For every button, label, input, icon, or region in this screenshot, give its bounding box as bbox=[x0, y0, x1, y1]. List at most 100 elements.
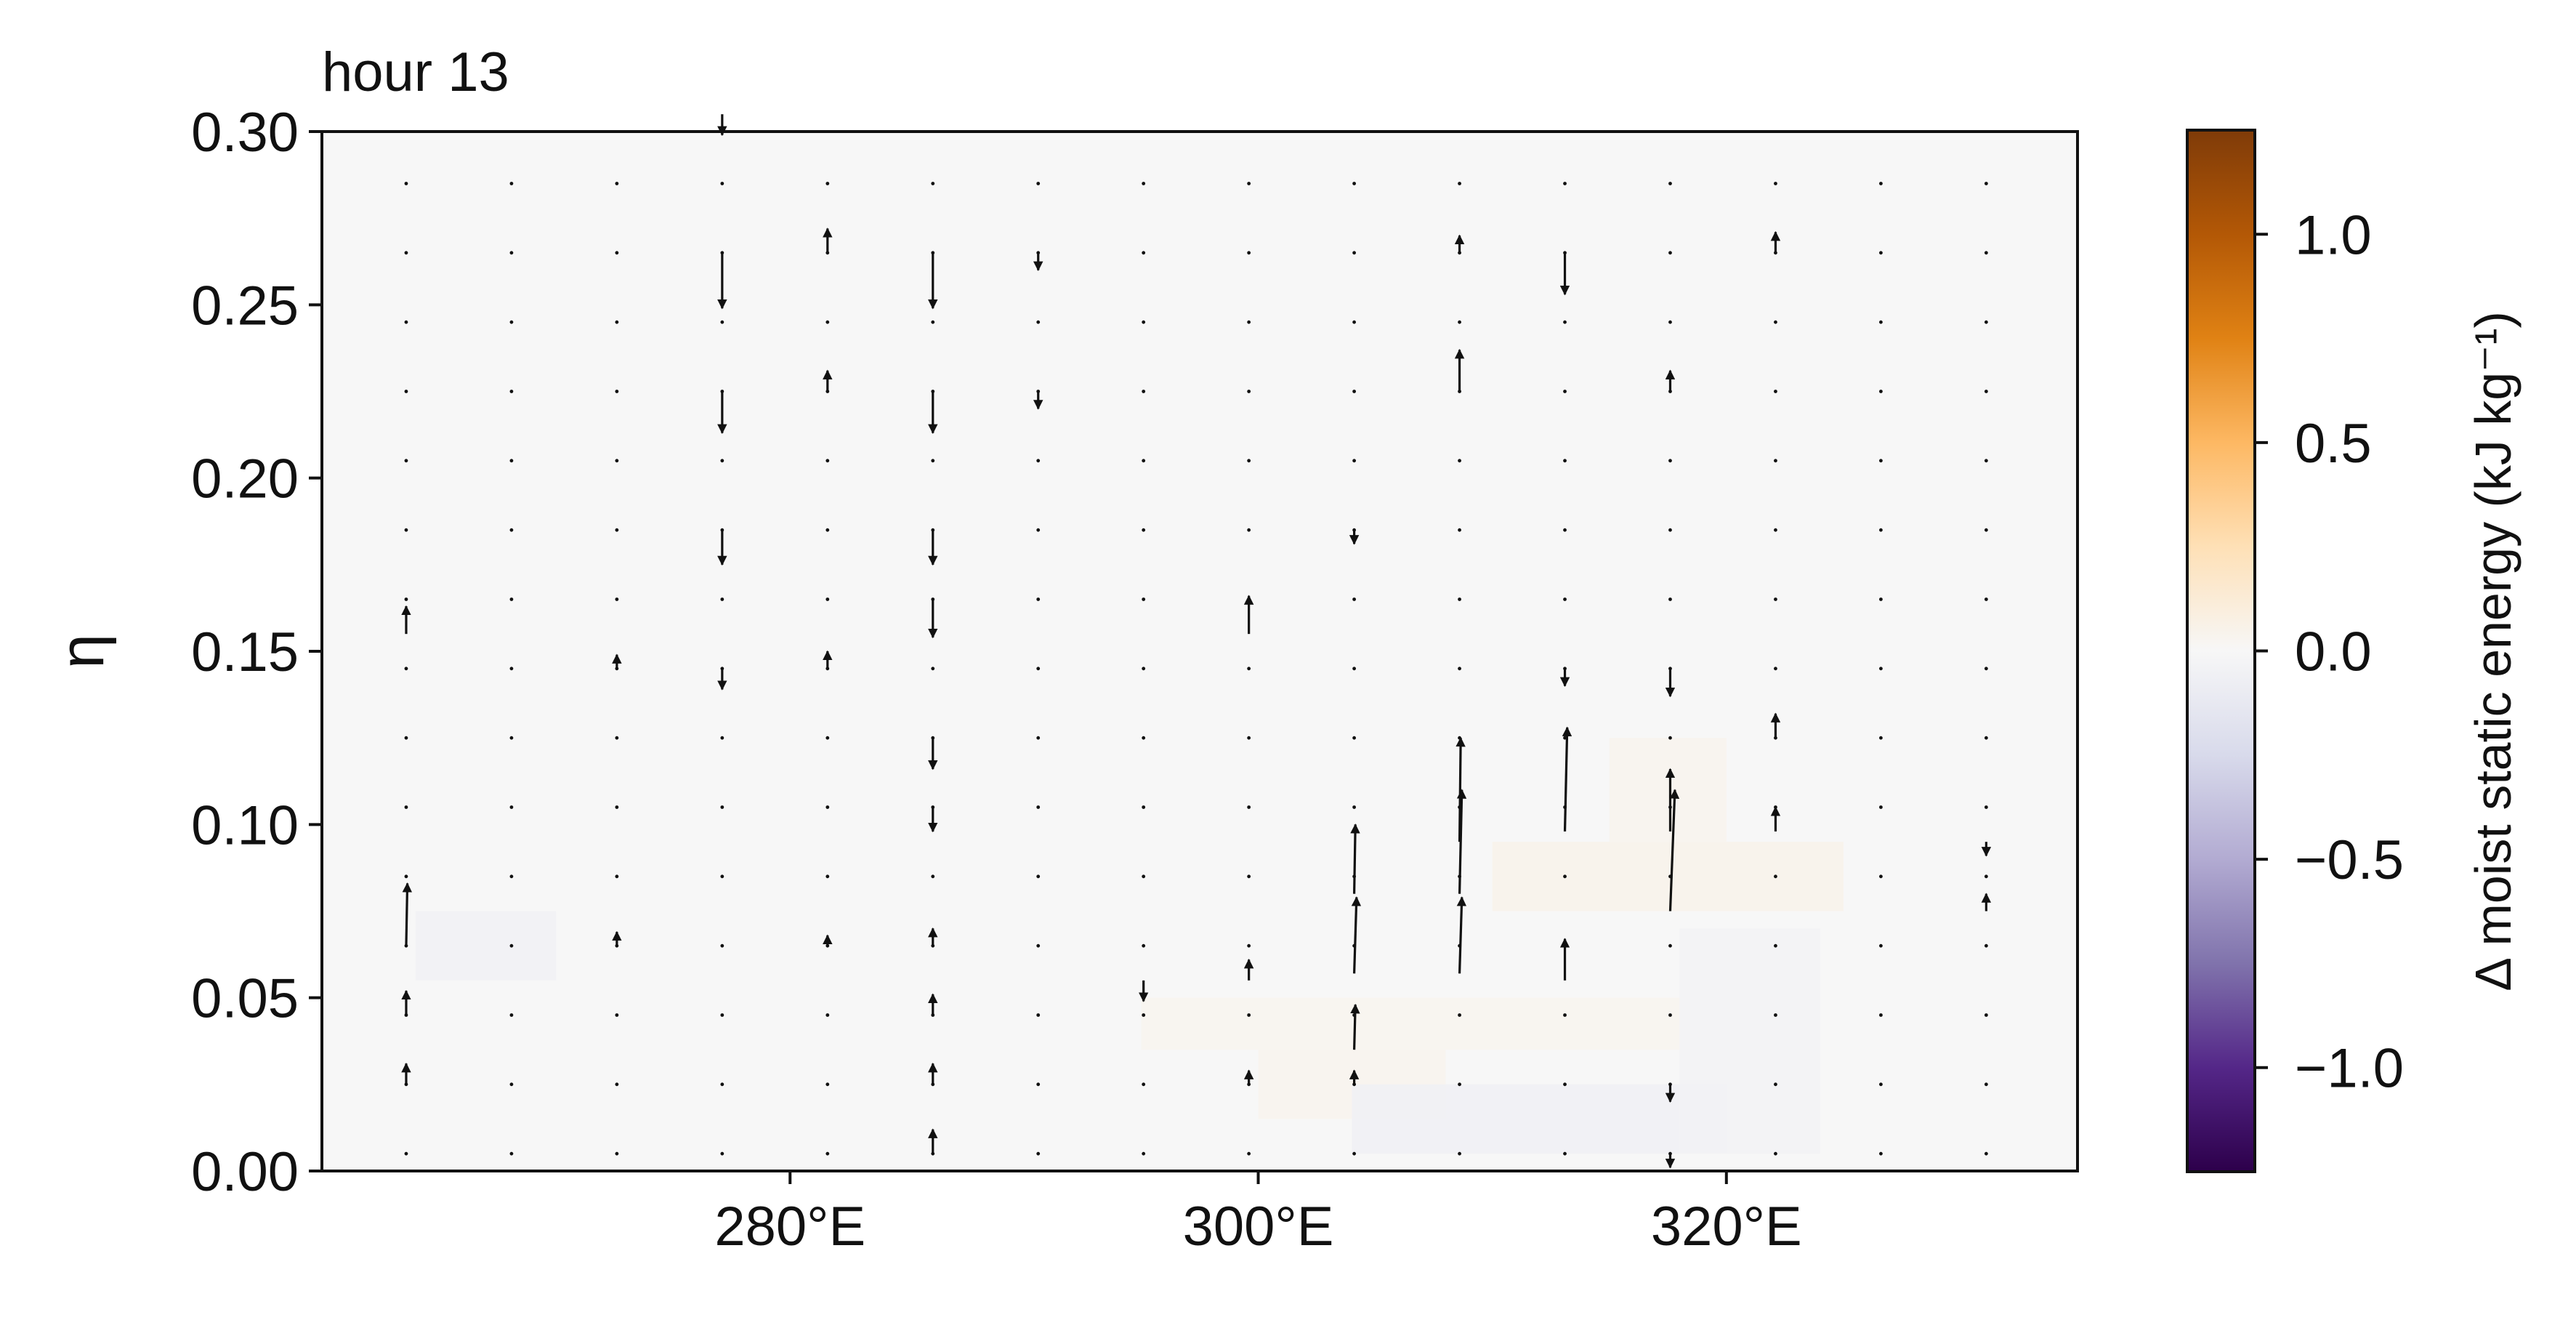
colorbar-gradient bbox=[2187, 130, 2255, 1172]
quiver-point bbox=[1879, 1151, 1883, 1156]
quiver-point bbox=[615, 597, 619, 601]
quiver-point bbox=[720, 182, 724, 185]
quiver-point bbox=[509, 320, 514, 324]
quiver-point bbox=[615, 805, 619, 809]
quiver-point bbox=[404, 390, 408, 393]
quiver-point bbox=[1563, 597, 1567, 601]
quiver-point bbox=[1774, 1151, 1777, 1156]
quiver-point bbox=[1774, 528, 1777, 532]
quiver-point bbox=[1036, 459, 1041, 463]
quiver-point bbox=[1458, 459, 1461, 463]
quiver-point bbox=[1458, 528, 1461, 532]
quiver-point bbox=[509, 805, 514, 809]
quiver-point bbox=[615, 1013, 619, 1017]
quiver-point bbox=[1036, 320, 1041, 324]
quiver-point bbox=[1879, 251, 1883, 255]
quiver-point bbox=[1563, 320, 1567, 324]
quiver-point bbox=[1247, 667, 1251, 671]
quiver-point bbox=[1352, 459, 1357, 463]
quiver-point bbox=[1247, 251, 1251, 255]
quiver-point bbox=[1668, 182, 1672, 185]
quiver-point bbox=[1036, 528, 1041, 532]
quiver-point bbox=[1984, 667, 1988, 671]
quiver-point bbox=[1774, 874, 1777, 879]
quiver-point bbox=[720, 1013, 724, 1017]
quiver-point bbox=[1563, 736, 1567, 740]
quiver-point bbox=[509, 597, 514, 601]
quiver-point bbox=[509, 182, 514, 185]
quiver-point bbox=[1563, 182, 1567, 185]
quiver-point bbox=[1142, 1082, 1146, 1087]
quiver-point bbox=[1984, 251, 1988, 255]
quiver-point bbox=[509, 528, 514, 532]
quiver-point bbox=[720, 943, 724, 948]
quiver-point bbox=[615, 528, 619, 532]
quiver-point bbox=[1352, 182, 1357, 185]
quiver-point bbox=[509, 667, 514, 671]
quiver-point bbox=[1247, 1013, 1251, 1017]
quiver-point bbox=[1984, 874, 1988, 879]
quiver-point bbox=[1984, 1013, 1988, 1017]
quiver-point bbox=[1352, 390, 1357, 393]
quiver-point bbox=[1774, 667, 1777, 671]
quiver-point bbox=[1984, 320, 1988, 324]
quiver-point bbox=[1352, 320, 1357, 324]
quiver-arrow bbox=[1350, 1003, 1360, 1050]
quiver-point bbox=[1879, 943, 1883, 948]
x-tick-label: 320°E bbox=[1651, 1196, 1802, 1257]
chart-title: hour 13 bbox=[322, 41, 509, 103]
quiver-point bbox=[1879, 736, 1883, 740]
x-tick-label: 300°E bbox=[1183, 1196, 1334, 1257]
quiver-point bbox=[825, 528, 830, 532]
quiver-point bbox=[1142, 528, 1146, 532]
quiver-point bbox=[1563, 1013, 1567, 1017]
quiver-point bbox=[1352, 597, 1357, 601]
quiver-point bbox=[931, 874, 935, 879]
quiver-point bbox=[404, 597, 408, 601]
quiver-point bbox=[1879, 1082, 1883, 1087]
quiver-point bbox=[1142, 805, 1146, 809]
quiver-point bbox=[615, 251, 619, 255]
quiver-point bbox=[615, 736, 619, 740]
quiver-point bbox=[720, 320, 724, 324]
quiver-point bbox=[404, 874, 408, 879]
field-cell bbox=[1352, 1084, 1727, 1154]
quiver-point bbox=[1563, 1082, 1567, 1087]
quiver-point bbox=[404, 182, 408, 185]
quiver-point bbox=[1879, 459, 1883, 463]
quiver-point bbox=[509, 943, 514, 948]
quiver-point bbox=[1984, 528, 1988, 532]
quiver-point bbox=[1984, 1082, 1988, 1087]
quiver-point bbox=[1247, 1151, 1251, 1156]
colorbar-tick-label: 0.0 bbox=[2295, 621, 2372, 683]
quiver-point bbox=[1774, 390, 1777, 393]
quiver-point bbox=[1247, 874, 1251, 879]
quiver-point bbox=[720, 459, 724, 463]
y-tick-label: 0.05 bbox=[191, 968, 299, 1030]
quiver-point bbox=[720, 597, 724, 601]
quiver-point bbox=[509, 1013, 514, 1017]
y-axis-label: η bbox=[47, 634, 117, 669]
quiver-point bbox=[1984, 736, 1988, 740]
quiver-point bbox=[825, 736, 830, 740]
quiver-arrow bbox=[1562, 726, 1572, 832]
quiver-point bbox=[404, 459, 408, 463]
quiver-point bbox=[509, 736, 514, 740]
quiver-arrow bbox=[1668, 789, 1680, 911]
quiver-point bbox=[1247, 390, 1251, 393]
quiver-layer bbox=[401, 114, 1992, 1169]
quiver-point bbox=[509, 874, 514, 879]
quiver-point bbox=[1668, 597, 1672, 601]
quiver-point bbox=[1036, 874, 1041, 879]
quiver-point bbox=[1352, 736, 1357, 740]
quiver-point bbox=[1774, 1013, 1777, 1017]
y-tick-label: 0.30 bbox=[191, 102, 299, 164]
y-axis: 0.00 0.05 0.10 0.15 0.20 0.25 0.30 bbox=[191, 102, 322, 1203]
quiver-point bbox=[825, 1082, 830, 1087]
quiver-point bbox=[1458, 1151, 1461, 1156]
quiver-point bbox=[1774, 597, 1777, 601]
quiver-point bbox=[1352, 1151, 1357, 1156]
colorbar-tick-label: −0.5 bbox=[2295, 829, 2404, 891]
x-axis: 280°E 300°E 320°E bbox=[714, 1171, 1802, 1257]
